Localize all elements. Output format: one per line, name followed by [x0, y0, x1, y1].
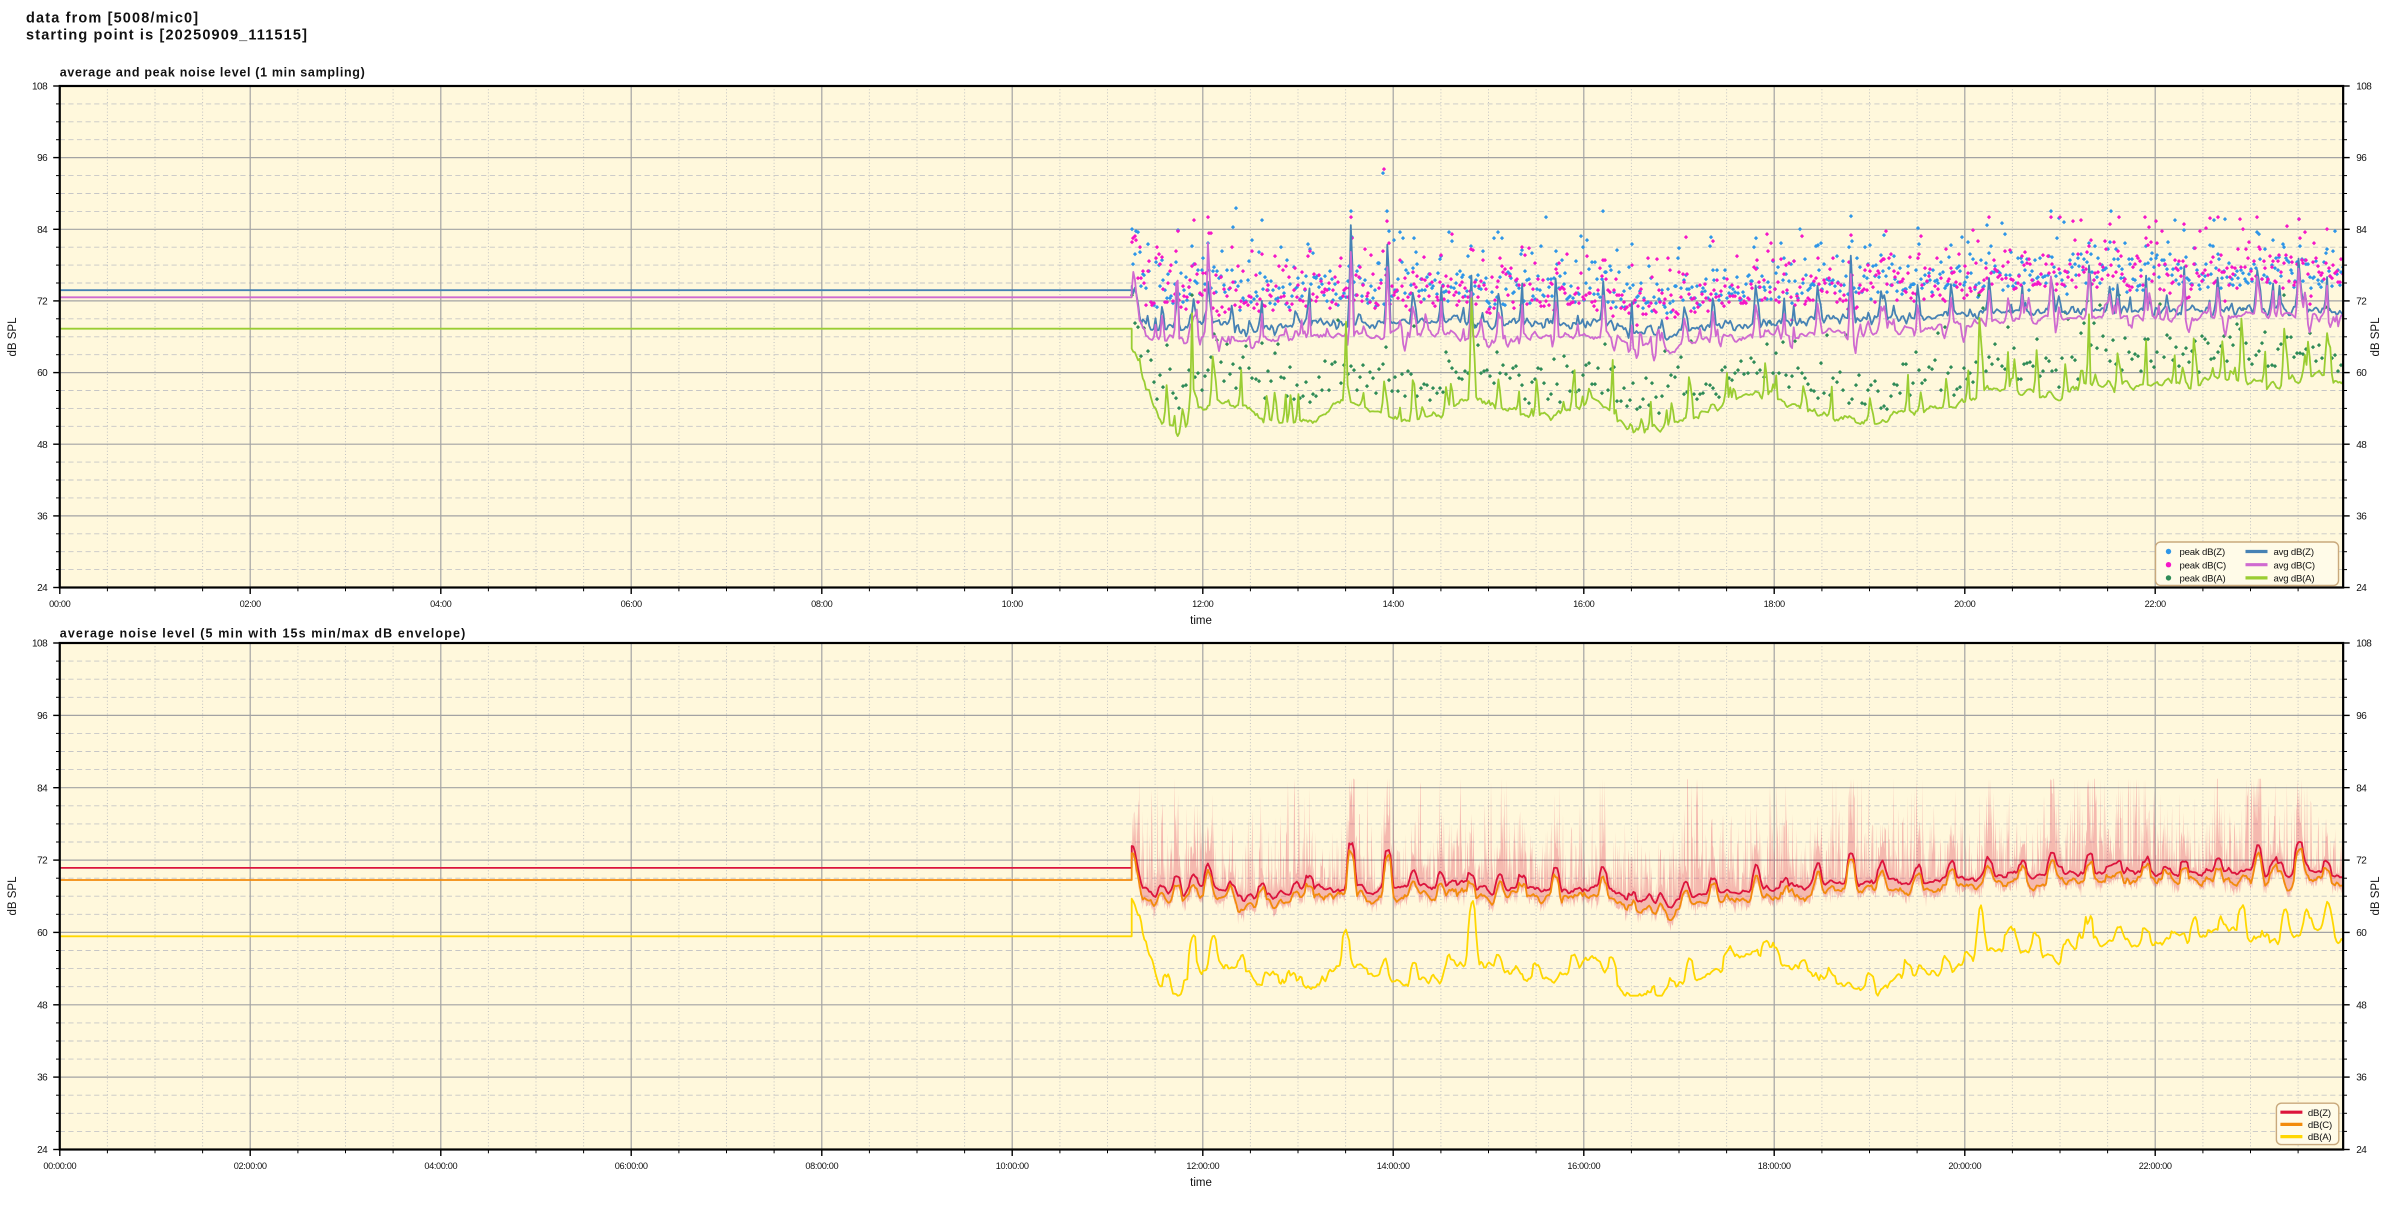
svg-text:14:00:00: 14:00:00 — [1377, 1161, 1410, 1171]
svg-text:96: 96 — [2356, 711, 2367, 722]
svg-text:108: 108 — [2356, 639, 2372, 650]
svg-text:36: 36 — [2356, 512, 2367, 523]
svg-text:avg dB(C): avg dB(C) — [2274, 560, 2315, 571]
svg-text:04:00:00: 04:00:00 — [424, 1161, 457, 1171]
svg-text:02:00:00: 02:00:00 — [234, 1161, 267, 1171]
svg-text:dB SPL: dB SPL — [7, 317, 19, 357]
svg-text:108: 108 — [32, 82, 48, 93]
svg-text:72: 72 — [37, 856, 48, 867]
svg-text:00:00:00: 00:00:00 — [43, 1161, 76, 1171]
svg-text:48: 48 — [2356, 440, 2367, 451]
svg-text:average and peak noise level (: average and peak noise level (1 min samp… — [60, 66, 366, 80]
svg-text:12:00:00: 12:00:00 — [1186, 1161, 1219, 1171]
svg-text:96: 96 — [37, 711, 48, 722]
svg-text:time: time — [1190, 1177, 1212, 1189]
svg-text:10:00: 10:00 — [1002, 599, 1023, 609]
svg-text:84: 84 — [37, 783, 48, 794]
svg-text:22:00: 22:00 — [2145, 599, 2166, 609]
svg-text:dB(A): dB(A) — [2308, 1132, 2332, 1143]
svg-text:20:00: 20:00 — [1954, 599, 1975, 609]
svg-text:72: 72 — [2356, 297, 2367, 308]
svg-text:06:00: 06:00 — [621, 599, 642, 609]
svg-text:22:00:00: 22:00:00 — [2139, 1161, 2172, 1171]
svg-text:20:00:00: 20:00:00 — [1948, 1161, 1981, 1171]
svg-text:peak dB(C): peak dB(C) — [2180, 560, 2227, 571]
svg-text:08:00: 08:00 — [811, 599, 832, 609]
svg-text:00:00: 00:00 — [49, 599, 70, 609]
svg-text:06:00:00: 06:00:00 — [615, 1161, 648, 1171]
svg-text:48: 48 — [37, 1000, 48, 1011]
svg-text:avg dB(A): avg dB(A) — [2274, 574, 2315, 585]
svg-text:08:00:00: 08:00:00 — [805, 1161, 838, 1171]
svg-text:72: 72 — [37, 297, 48, 308]
svg-text:time: time — [1190, 615, 1212, 627]
svg-text:peak dB(A): peak dB(A) — [2180, 574, 2226, 585]
svg-text:72: 72 — [2356, 856, 2367, 867]
svg-text:average noise level (5 min wit: average noise level (5 min with 15s min/… — [60, 627, 467, 641]
svg-text:dB SPL: dB SPL — [2370, 317, 2382, 357]
svg-text:48: 48 — [37, 440, 48, 451]
svg-text:10:00:00: 10:00:00 — [996, 1161, 1029, 1171]
svg-text:24: 24 — [37, 1145, 48, 1156]
svg-text:18:00: 18:00 — [1764, 599, 1785, 609]
svg-text:60: 60 — [2356, 928, 2367, 939]
svg-text:96: 96 — [2356, 153, 2367, 164]
svg-text:84: 84 — [2356, 225, 2367, 236]
svg-text:24: 24 — [2356, 1145, 2367, 1156]
svg-text:12:00: 12:00 — [1192, 599, 1213, 609]
svg-text:starting point is [20250909_11: starting point is [20250909_111515] — [26, 28, 308, 44]
svg-text:16:00: 16:00 — [1573, 599, 1594, 609]
svg-text:60: 60 — [37, 368, 48, 379]
svg-text:dB SPL: dB SPL — [2370, 876, 2382, 916]
svg-text:108: 108 — [2356, 82, 2372, 93]
svg-text:36: 36 — [2356, 1073, 2367, 1084]
svg-text:60: 60 — [2356, 368, 2367, 379]
svg-text:16:00:00: 16:00:00 — [1567, 1161, 1600, 1171]
svg-text:avg dB(Z): avg dB(Z) — [2274, 547, 2314, 558]
svg-text:dB(C): dB(C) — [2308, 1120, 2332, 1131]
svg-text:24: 24 — [2356, 583, 2367, 594]
svg-text:02:00: 02:00 — [240, 599, 261, 609]
svg-text:84: 84 — [37, 225, 48, 236]
svg-text:84: 84 — [2356, 783, 2367, 794]
svg-text:60: 60 — [37, 928, 48, 939]
svg-text:96: 96 — [37, 153, 48, 164]
svg-text:108: 108 — [32, 639, 48, 650]
svg-text:dB SPL: dB SPL — [7, 876, 19, 916]
svg-text:peak dB(Z): peak dB(Z) — [2180, 547, 2225, 558]
svg-text:18:00:00: 18:00:00 — [1758, 1161, 1791, 1171]
svg-text:14:00: 14:00 — [1383, 599, 1404, 609]
svg-text:36: 36 — [37, 1073, 48, 1084]
svg-text:48: 48 — [2356, 1000, 2367, 1011]
svg-text:dB(Z): dB(Z) — [2308, 1108, 2331, 1119]
svg-text:24: 24 — [37, 583, 48, 594]
svg-text:36: 36 — [37, 512, 48, 523]
svg-text:04:00: 04:00 — [430, 599, 451, 609]
svg-text:data from [5008/mic0]: data from [5008/mic0] — [26, 11, 199, 27]
